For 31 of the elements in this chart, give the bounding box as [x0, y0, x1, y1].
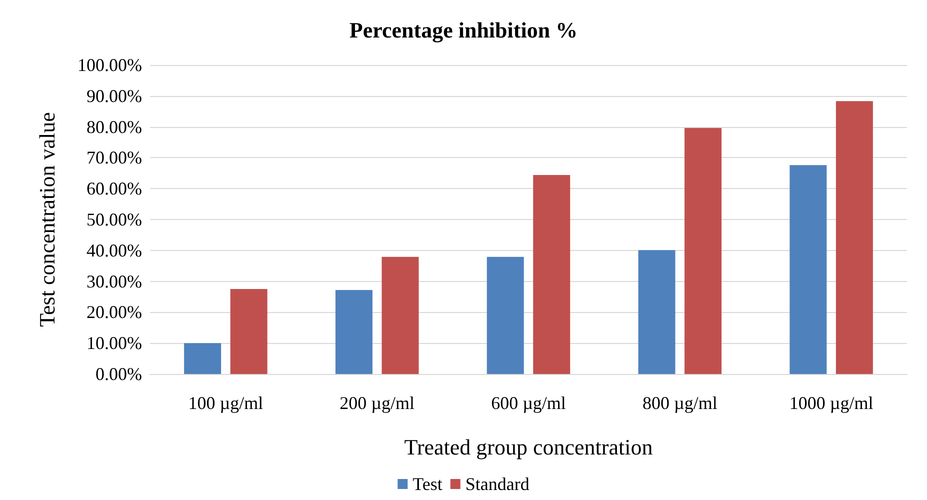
x-tick-label: 600 µg/ml: [491, 393, 566, 413]
bar: [486, 256, 524, 374]
y-tick-label: 90.00%: [86, 86, 142, 106]
bar: [533, 175, 570, 374]
bar: [382, 256, 419, 374]
bar: [790, 165, 827, 374]
y-tick-label: 80.00%: [86, 116, 142, 137]
x-tick-label: 800 µg/ml: [642, 393, 718, 413]
y-tick-label: 70.00%: [86, 148, 142, 168]
x-tick-label: 1000 µg/ml: [789, 393, 874, 413]
y-tick-label: 60.00%: [86, 178, 142, 199]
bar: [638, 250, 676, 374]
y-tick-label: 40.00%: [86, 240, 142, 260]
x-axis-title: Treated group concentration: [404, 434, 653, 460]
bar: [684, 128, 722, 374]
legend-label: Test: [412, 474, 442, 494]
y-tick-label: 30.00%: [86, 271, 142, 292]
chart-title: Percentage inhibition %: [349, 18, 578, 42]
x-tick-label: 100 µg/ml: [188, 393, 264, 413]
legend-label: Standard: [465, 474, 530, 494]
bar: [230, 289, 268, 374]
y-tick-label: 20.00%: [86, 302, 142, 322]
y-tick-label: 0.00%: [96, 364, 142, 384]
y-tick-label: 10.00%: [86, 333, 142, 354]
y-axis-title: Test concentration value: [34, 112, 60, 327]
bar: [335, 290, 372, 374]
bar: [184, 343, 222, 374]
y-tick-label: 50.00%: [86, 210, 142, 230]
bar: [836, 101, 873, 374]
x-tick-label: 200 µg/ml: [340, 393, 415, 413]
y-tick-label: 100.00%: [78, 55, 142, 75]
